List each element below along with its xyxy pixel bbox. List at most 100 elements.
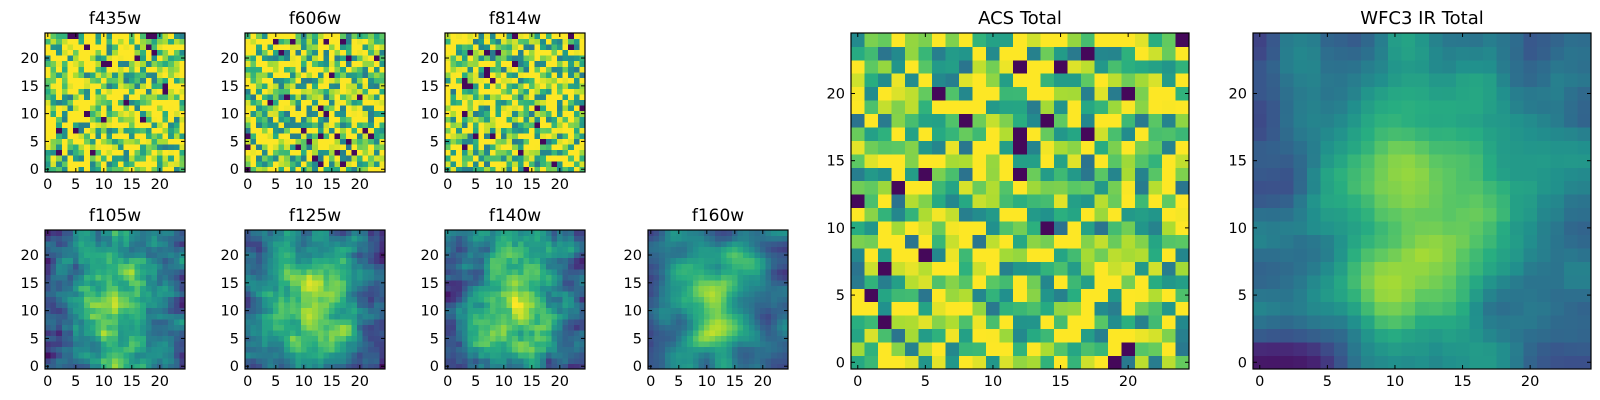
heatmap-cell — [709, 246, 716, 253]
heatmap-cell — [45, 296, 51, 303]
heatmap-cell — [506, 341, 513, 348]
heatmap-cell — [162, 83, 169, 89]
heatmap-cell — [456, 49, 463, 56]
heatmap-cell — [379, 144, 386, 151]
heatmap-cell — [517, 149, 524, 156]
heatmap-cell — [162, 268, 169, 275]
heatmap-cell — [905, 315, 919, 330]
heatmap-cell — [523, 230, 530, 236]
heatmap-cell — [754, 263, 761, 270]
heatmap-cell — [456, 263, 463, 270]
heatmap-cell — [512, 44, 519, 51]
heatmap-cell — [323, 116, 330, 123]
heatmap-cell — [737, 274, 744, 281]
heatmap-cell — [776, 241, 783, 248]
heatmap-cell — [162, 357, 169, 364]
heatmap-cell — [312, 60, 319, 67]
heatmap-cell — [1040, 328, 1055, 343]
heatmap-cell — [368, 144, 375, 151]
heatmap-cell — [168, 324, 175, 331]
heatmap-cell — [972, 180, 987, 195]
heatmap-cell — [726, 346, 733, 353]
heatmap-cell — [250, 363, 257, 370]
heatmap-cell — [357, 110, 363, 117]
heatmap-cell — [179, 318, 186, 325]
heatmap-cell — [145, 99, 152, 106]
heatmap-cell — [67, 33, 74, 39]
heatmap-cells — [45, 230, 186, 370]
heatmap-cell — [56, 335, 63, 342]
heatmap-cell — [179, 155, 186, 162]
heatmap-cell — [289, 88, 296, 95]
heatmap-cell — [523, 268, 530, 275]
heatmap-cell — [145, 38, 152, 45]
heatmap-cells — [245, 33, 386, 173]
heatmap-cell — [312, 257, 319, 264]
heatmap-cell — [295, 144, 302, 151]
heatmap-cell — [551, 133, 558, 140]
heatmap-cell — [473, 330, 479, 337]
heatmap-cell — [306, 268, 313, 275]
heatmap-cell — [506, 241, 513, 248]
heatmap-cell — [709, 268, 716, 275]
heatmap-cell — [351, 285, 358, 292]
heatmap-cell — [670, 257, 677, 264]
heatmap-cell — [1094, 194, 1109, 209]
heatmap-cell — [529, 235, 535, 242]
heatmap-cell — [278, 357, 285, 364]
x-tick-label: 15 — [323, 177, 341, 193]
heatmap-cell — [151, 363, 158, 370]
heatmap-cell — [317, 88, 324, 95]
heatmap-cell — [329, 160, 335, 167]
heatmap-cell — [106, 302, 113, 309]
heatmap-cell — [495, 99, 502, 106]
heatmap-cell — [84, 324, 91, 331]
heatmap-cell — [117, 77, 124, 84]
heatmap-cell — [551, 291, 558, 298]
heatmap-cell — [653, 307, 660, 314]
heatmap-cell — [664, 280, 671, 286]
heatmap-cell — [362, 94, 369, 101]
heatmap-cell — [878, 234, 892, 249]
heatmap-cell — [864, 355, 879, 370]
heatmap-cell — [334, 335, 341, 342]
heatmap-cell — [506, 302, 513, 309]
heatmap-cells — [45, 33, 186, 173]
heatmap-cell — [101, 105, 107, 112]
heatmap-cell — [173, 144, 180, 151]
heatmap-cell — [986, 248, 1001, 262]
heatmap-cell — [84, 66, 91, 73]
heatmap-cell — [256, 274, 263, 281]
heatmap-cell — [568, 352, 575, 359]
heatmap-cell — [851, 288, 865, 303]
heatmap-cell — [145, 285, 152, 292]
heatmap-cell — [173, 346, 180, 353]
heatmap-cell — [67, 121, 74, 128]
heatmap-cell — [73, 246, 79, 253]
heatmap-cell — [256, 235, 263, 242]
heatmap-cell — [445, 94, 451, 101]
heatmap-cell — [95, 127, 102, 134]
heatmap-cell — [45, 160, 51, 167]
heatmap-cell — [278, 94, 285, 101]
heatmap-cell — [50, 363, 57, 370]
heatmap-cell — [306, 116, 313, 123]
heatmap-cell — [681, 324, 688, 331]
heatmap-cell — [267, 346, 274, 353]
heatmap-cell — [168, 296, 175, 303]
heatmap-cell — [45, 274, 51, 281]
heatmap-cell — [495, 166, 502, 173]
heatmap-cell — [461, 302, 468, 309]
heatmap-cell — [659, 330, 666, 337]
heatmap-cell — [484, 60, 491, 67]
heatmap-cell — [250, 121, 257, 128]
heatmap-cell — [450, 166, 457, 173]
heatmap-cell — [357, 77, 363, 84]
heatmap-cell — [301, 110, 307, 117]
heatmap-cell — [506, 110, 513, 117]
heatmap-cell — [692, 280, 699, 286]
heatmap-cell — [245, 60, 251, 67]
heatmap-cell — [123, 252, 130, 259]
heatmap-cell — [999, 207, 1014, 222]
heatmap-cell — [445, 116, 451, 123]
